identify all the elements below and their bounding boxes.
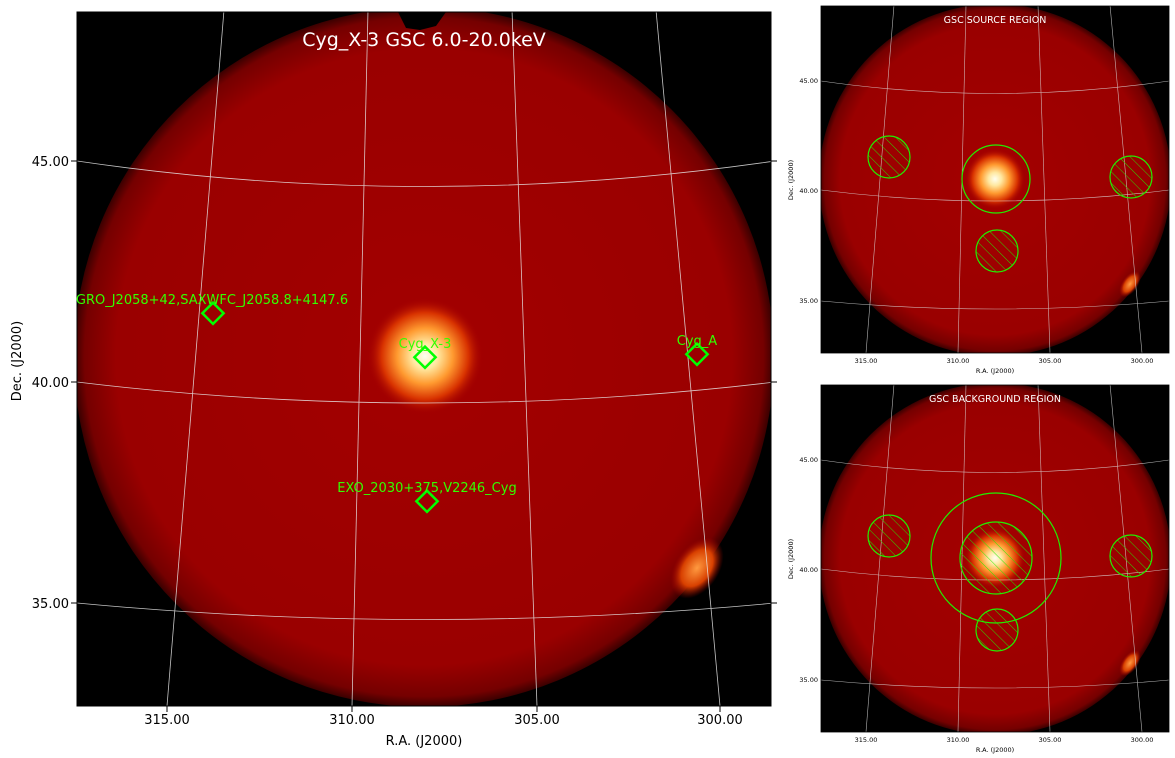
main-edge-blob — [670, 537, 724, 599]
source-ytick-2: 35.00 — [799, 297, 818, 305]
main-title: Cyg_X-3 GSC 6.0-20.0keV — [302, 29, 546, 51]
background-xtick-1: 310.00 — [947, 736, 970, 744]
background-ytick-1: 40.00 — [799, 566, 818, 574]
main-grid — [77, 12, 771, 706]
main-panel: Cyg_X-3 GSC 6.0-20.0keV GRO_J2058+42,SAX… — [10, 11, 777, 749]
source-edge-blob — [1119, 270, 1141, 298]
main-xtick-0: 315.00 — [144, 713, 190, 728]
main-source-blob — [367, 298, 483, 414]
main-frame — [76, 11, 772, 707]
source-label-gro-j2058: GRO_J2058+42,SAXWFC_J2058.8+4147.6 — [76, 293, 348, 308]
source-label-cyg-a: Cyg_A — [677, 334, 718, 349]
background-xtick-3: 300.00 — [1131, 736, 1154, 744]
background-xtick-2: 305.00 — [1039, 736, 1062, 744]
main-ytick-2: 35.00 — [32, 597, 69, 612]
source-ylabel: Dec. (J2000) — [787, 160, 795, 200]
exclusion-region-cyg-a — [1109, 155, 1153, 199]
source-xtick-1: 310.00 — [947, 357, 970, 365]
background-region-panel: GSC BACKGROUND REGION 315.00 310.00 305.… — [787, 384, 1170, 754]
source-source-blob — [965, 149, 1025, 209]
source-xtick-2: 305.00 — [1039, 357, 1062, 365]
source-region-panel: GSC SOURCE REGION 315.00 310.00 305.00 3… — [787, 5, 1170, 375]
background-exclusion-gro — [867, 514, 911, 558]
background-exclusion-exo — [975, 608, 1019, 652]
main-xtick-2: 305.00 — [514, 713, 560, 728]
main-xtick-3: 300.00 — [697, 713, 743, 728]
source-ytick-0: 45.00 — [799, 77, 818, 85]
source-xlabel: R.A. (J2000) — [976, 367, 1014, 375]
background-annulus-inner — [959, 521, 1033, 595]
source-ytick-1: 40.00 — [799, 187, 818, 195]
main-xlabel: R.A. (J2000) — [386, 734, 463, 749]
exclusion-region-exo — [975, 229, 1019, 273]
source-regions — [867, 135, 1153, 273]
background-title: GSC BACKGROUND REGION — [929, 394, 1061, 405]
background-xlabel: R.A. (J2000) — [976, 746, 1014, 754]
main-ytick-0: 45.00 — [32, 155, 69, 170]
source-frame — [820, 5, 1170, 354]
source-marker-exo-2030: EXO_2030+375,V2246_Cyg — [337, 481, 517, 514]
source-label-cyg-x3: Cyg_X-3 — [399, 337, 452, 352]
main-ylabel: Dec. (J2000) — [10, 321, 25, 401]
background-regions — [867, 492, 1153, 652]
main-ticks — [71, 160, 777, 712]
main-ytick-1: 40.00 — [32, 376, 69, 391]
source-region-circle — [961, 144, 1031, 214]
main-top-notch — [398, 12, 446, 30]
exclusion-region-gro — [867, 135, 911, 179]
background-ylabel: Dec. (J2000) — [787, 539, 795, 579]
background-exclusion-cyg-a — [1109, 534, 1153, 578]
background-ytick-0: 45.00 — [799, 456, 818, 464]
source-label-exo-2030: EXO_2030+375,V2246_Cyg — [337, 481, 516, 496]
background-ytick-2: 35.00 — [799, 676, 818, 684]
background-xtick-0: 315.00 — [855, 736, 878, 744]
source-xtick-3: 300.00 — [1131, 357, 1154, 365]
source-marker-cyg-x3: Cyg_X-3 — [399, 337, 452, 370]
background-frame — [820, 384, 1170, 733]
source-xtick-0: 315.00 — [855, 357, 878, 365]
source-title: GSC SOURCE REGION — [944, 15, 1047, 26]
source-marker-gro-j2058: GRO_J2058+42,SAXWFC_J2058.8+4147.6 — [76, 293, 348, 326]
background-edge-blob — [1119, 649, 1141, 677]
source-marker-cyg-a: Cyg_A — [677, 334, 718, 367]
main-xtick-1: 310.00 — [329, 713, 375, 728]
